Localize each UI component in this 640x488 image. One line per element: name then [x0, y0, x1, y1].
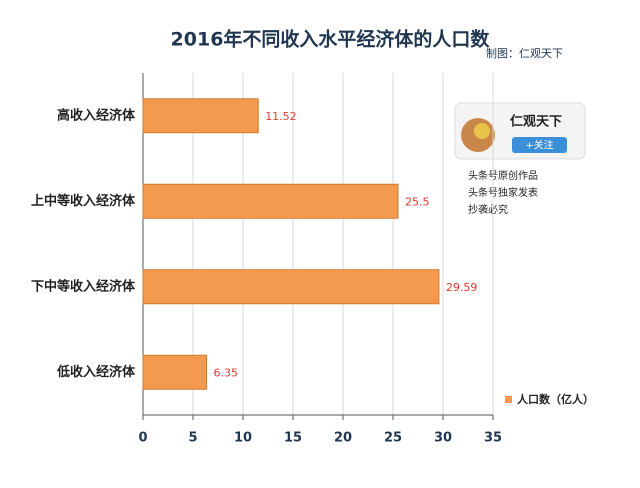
chart-title: 2016年不同收入水平经济体的人口数: [171, 28, 491, 51]
legend-swatch: [505, 396, 512, 403]
account-name: 仁观天下: [510, 114, 562, 130]
y-tick-label: 低收入经济体: [56, 364, 136, 380]
follow-label[interactable]: +关注: [525, 139, 553, 152]
note: 头条号独家发表: [468, 186, 538, 199]
follow-button[interactable]: [512, 137, 567, 153]
bar: [142, 354, 207, 390]
x-tick-label: 30: [434, 431, 452, 446]
y-tick-label: 上中等收入经济体: [31, 193, 136, 209]
x-tick-label: 10: [234, 431, 252, 446]
y-tick-label: 下中等收入经济体: [31, 278, 136, 294]
value-label: 11.52: [265, 110, 297, 123]
x-tick-label: 35: [484, 431, 502, 446]
bar: [142, 183, 399, 219]
x-tick-label: 25: [384, 431, 402, 446]
y-tick-label: 高收入经济体: [57, 107, 136, 123]
avatar-detail: [474, 123, 490, 139]
note: 头条号原创作品: [468, 169, 538, 182]
x-tick-label: 0: [138, 431, 147, 446]
bar: [142, 98, 259, 134]
x-tick-label: 15: [284, 431, 302, 446]
watermark-card: 仁观天下 +关注 头条号原创作品 头条号独家发表 抄袭必究: [454, 102, 586, 216]
x-tick-label: 5: [188, 431, 197, 446]
legend-label: 人口数（亿人）: [517, 392, 594, 406]
x-tick-label: 20: [334, 431, 352, 446]
value-label: 25.5: [405, 195, 430, 208]
value-label: 29.59: [446, 281, 478, 294]
note: 抄袭必究: [468, 203, 508, 216]
chart-subtitle: 制图：仁观天下: [486, 47, 563, 60]
value-label: 6.35: [214, 366, 239, 379]
bar: [142, 269, 440, 305]
